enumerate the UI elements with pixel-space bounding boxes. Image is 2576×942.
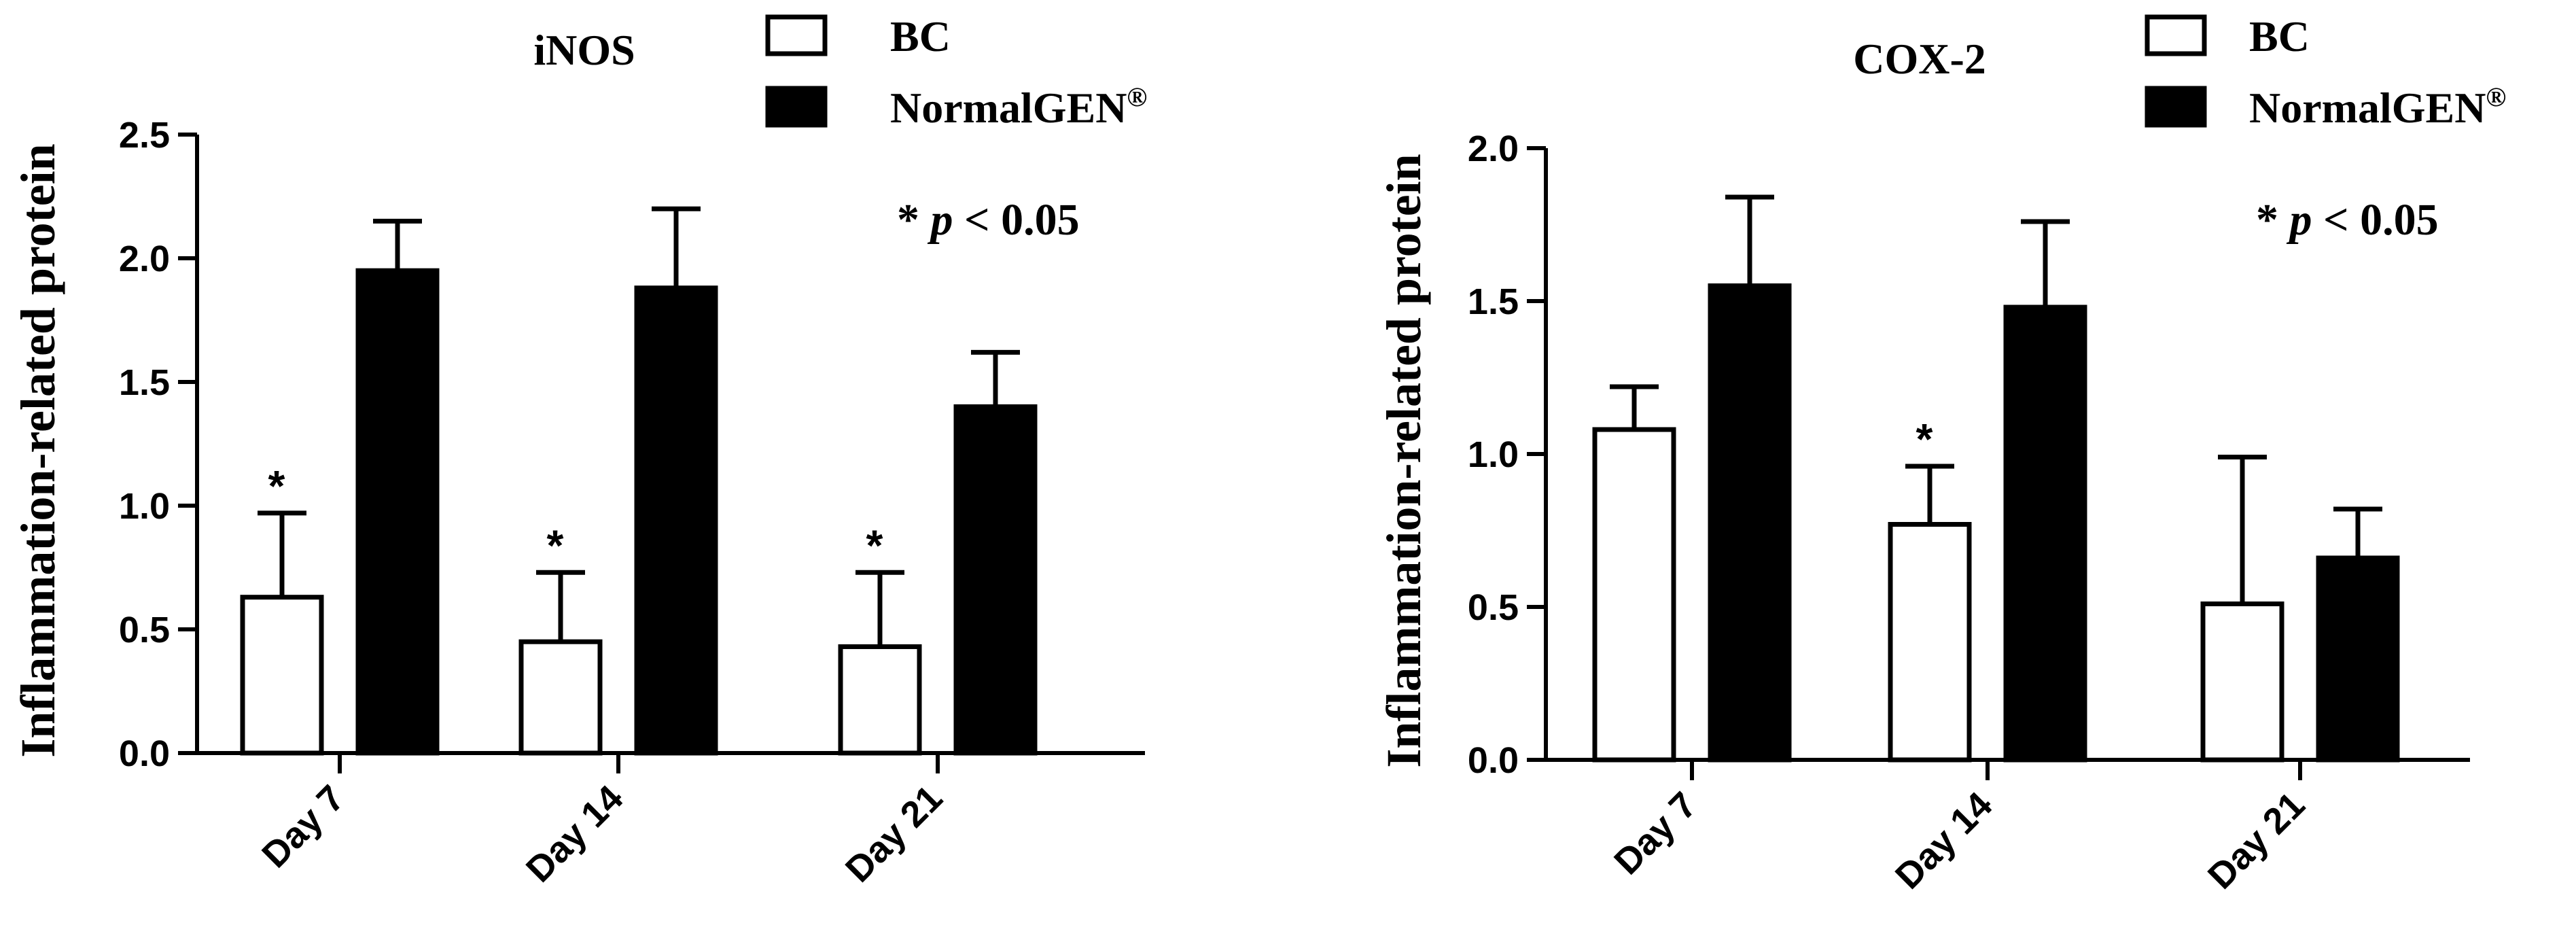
cox2-x-tick-label: Day 14	[1888, 784, 2000, 897]
cox2-bar	[1708, 283, 1792, 763]
inos-x-tick-label: Day 21	[838, 778, 951, 890]
inos-y-tick-label: 2.5	[119, 115, 170, 156]
inos-x-tick-label: Day 7	[254, 778, 352, 875]
cox2-bar	[1592, 427, 1676, 763]
inos-bar	[838, 644, 922, 756]
cox2-legend-swatch-bc	[2145, 14, 2207, 56]
inos-legend-swatch-normalgen	[765, 86, 828, 128]
inos-legend-swatch-bc	[765, 14, 828, 56]
inos-bar	[240, 595, 324, 756]
cox2-y-tick-label: 0.0	[1468, 740, 1519, 781]
inos-p-value-annotation: * p < 0.05	[897, 195, 1080, 245]
inos-y-tick-label: 2.0	[119, 239, 170, 279]
inos-y-tick-label: 1.5	[119, 362, 170, 403]
cox2-bar	[2200, 601, 2284, 763]
cox2-y-axis-label: Inflammation-related protein	[1377, 154, 1431, 767]
inos-y-axis-label: Inflammation-related protein	[11, 143, 65, 757]
inos-y-tick-label: 1.0	[119, 486, 170, 527]
cox2-x-tick-label: Day 21	[2200, 784, 2313, 897]
inos-y-tick-label: 0.0	[119, 733, 170, 774]
inos-x-tick-label: Day 14	[518, 778, 631, 890]
cox2-x-tick-label: Day 7	[1606, 784, 1704, 882]
inos-y-tick-label: 0.5	[119, 610, 170, 650]
cox2-bar	[1888, 522, 1972, 763]
cox2-significance-marker: *	[1916, 415, 1933, 464]
cox2-y-tick-label: 1.0	[1468, 434, 1519, 475]
inos-bar	[355, 268, 440, 756]
cox2-bar	[2316, 555, 2400, 763]
inos-significance-marker: *	[547, 521, 564, 570]
cox2-legend-swatch-normalgen	[2145, 86, 2207, 128]
cox2-legend-label-normalgen: NormalGEN®	[2249, 82, 2506, 132]
cox2-y-tick-label: 0.5	[1468, 587, 1519, 628]
cox2-legend-label-bc: BC	[2249, 12, 2310, 60]
cox2-p-value-annotation: * p < 0.05	[2256, 195, 2439, 245]
cox2-y-tick-label: 1.5	[1468, 281, 1519, 322]
inos-legend-label-normalgen: NormalGEN®	[890, 82, 1147, 132]
cox2-bar	[2003, 304, 2087, 763]
cox2-chart-title: COX-2	[1853, 35, 1986, 83]
inos-legend-label-bc: BC	[890, 12, 951, 60]
inos-bar	[634, 285, 718, 756]
inos-chart-title: iNOS	[533, 26, 635, 74]
cox2-y-tick-label: 2.0	[1468, 128, 1519, 169]
inos-significance-marker: *	[866, 521, 883, 570]
inos-bar	[518, 639, 603, 756]
inos-significance-marker: *	[268, 461, 285, 510]
inos-bar	[953, 404, 1038, 756]
